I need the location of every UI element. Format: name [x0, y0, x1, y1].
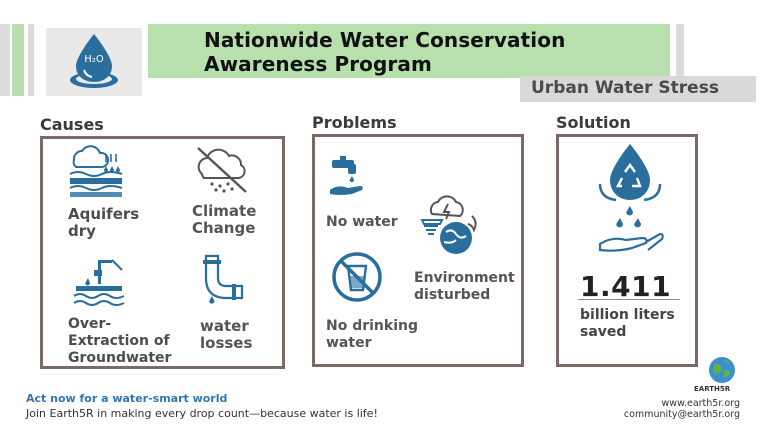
tagline: Join Earth5R in making every drop count—… — [26, 407, 378, 420]
email-link[interactable]: community@earth5r.org — [623, 409, 740, 420]
storm-earth-icon — [420, 195, 477, 254]
tap-hand-icon — [330, 156, 363, 195]
label-line: dry — [68, 222, 96, 240]
label-line: No drinking — [326, 318, 418, 334]
brand-name: EARTH5R — [694, 385, 731, 393]
problems-heading: Problems — [312, 113, 397, 132]
label-line: Climate — [192, 202, 257, 220]
no-glass-icon — [332, 252, 382, 302]
divider — [578, 299, 680, 300]
title-line: Nationwide Water Conservation — [204, 28, 566, 52]
logo-text: H₂O — [84, 54, 104, 65]
cause-label-water-losses: water losses — [200, 318, 252, 352]
header-stripe — [0, 24, 10, 96]
solution-label: billion liters saved — [580, 307, 675, 341]
call-to-action: Act now for a water-smart world — [26, 392, 228, 405]
label-line: Extraction of — [68, 333, 170, 349]
cause-label-overextraction: Over- Extraction of Groundwater — [68, 316, 171, 367]
well-pump-icon — [73, 259, 125, 306]
header-stripe — [676, 24, 684, 84]
website-link[interactable]: www.earth5r.org — [661, 398, 740, 409]
problem-label-no-water: No water — [326, 214, 398, 230]
label-line: saved — [580, 324, 627, 340]
cause-label-climate: Climate Change — [192, 203, 256, 237]
label-line: losses — [200, 334, 253, 352]
leaking-pipe-icon — [203, 254, 244, 304]
label-line: water — [200, 317, 249, 335]
header-stripe — [28, 24, 34, 96]
cloud-slash-icon — [197, 147, 247, 193]
problems-box — [312, 134, 524, 367]
cause-label-aquifers: Aquifers dry — [68, 206, 139, 240]
aquifer-rain-icon — [69, 145, 123, 197]
label-line: Change — [192, 219, 256, 237]
problem-label-environment: Environment disturbed — [414, 270, 515, 304]
page-title: Nationwide Water Conservation Awareness … — [204, 28, 565, 76]
recycle-water-hand-icon — [598, 144, 664, 252]
liters-saved-value: 1.411 — [580, 270, 672, 303]
label-line: billion liters — [580, 307, 675, 323]
header-stripe — [12, 24, 24, 96]
page-subtitle: Urban Water Stress — [531, 78, 719, 98]
solution-heading: Solution — [556, 113, 631, 132]
label-line: Groundwater — [68, 350, 172, 366]
h2o-drop-icon: H₂O — [70, 34, 118, 88]
earth-globe-icon — [709, 357, 735, 383]
subtitle-bar — [520, 76, 756, 102]
title-bar — [148, 24, 670, 78]
title-line: Awareness Program — [204, 52, 432, 76]
label-line: water — [326, 335, 372, 351]
label-line: Environment — [414, 270, 515, 286]
problem-label-no-drinking: No drinking water — [326, 318, 418, 352]
label-line: disturbed — [414, 287, 491, 303]
label-line: Aquifers — [68, 205, 140, 223]
label-line: Over- — [68, 316, 112, 332]
causes-heading: Causes — [40, 115, 104, 134]
